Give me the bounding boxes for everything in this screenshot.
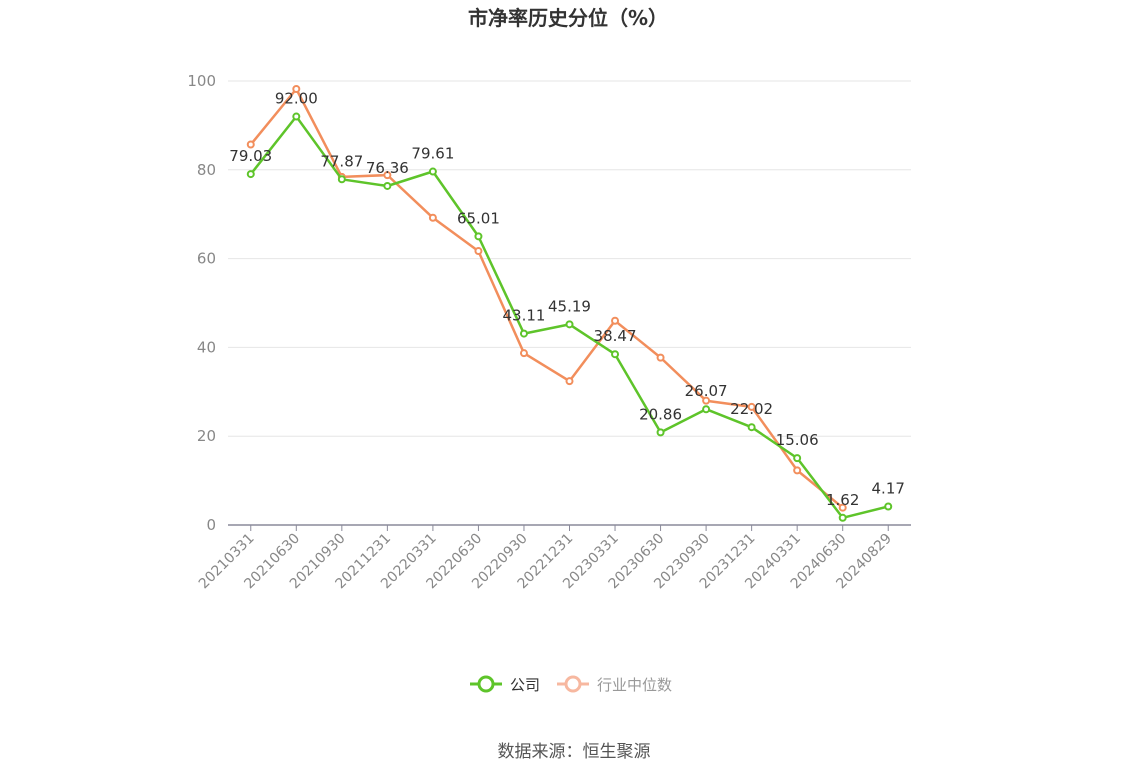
data-point[interactable]	[337, 175, 346, 184]
data-label: 4.17	[872, 479, 905, 497]
y-tick-label: 80	[197, 161, 216, 179]
legend-label: 行业中位数	[597, 676, 672, 694]
data-label: 76.36	[366, 159, 409, 177]
data-label: 22.02	[730, 400, 773, 418]
axes: 0204060801002021033120210630202109302021…	[187, 72, 911, 592]
chart-title: 市净率历史分位（%）	[468, 6, 668, 30]
data-label: 1.62	[826, 491, 859, 509]
data-point[interactable]	[656, 428, 665, 437]
data-label: 43.11	[502, 307, 545, 325]
data-point[interactable]	[246, 140, 255, 149]
series	[246, 84, 893, 522]
data-label: 20.86	[639, 405, 682, 423]
data-point[interactable]	[383, 171, 392, 180]
data-point[interactable]	[838, 513, 847, 522]
data-point[interactable]	[747, 402, 756, 411]
y-tick-label: 40	[197, 338, 216, 356]
data-point[interactable]	[565, 377, 574, 386]
data-label: 92.00	[275, 90, 318, 108]
data-label: 77.87	[320, 152, 363, 170]
legend-item-0[interactable]: 公司	[470, 675, 540, 694]
data-label: 65.01	[457, 209, 500, 227]
data-point[interactable]	[474, 232, 483, 241]
data-point[interactable]	[428, 167, 437, 176]
data-point[interactable]	[474, 247, 483, 256]
data-point[interactable]	[428, 213, 437, 222]
data-label: 26.07	[685, 382, 728, 400]
source-text: 数据来源：恒生聚源	[498, 742, 651, 762]
legend[interactable]: 公司 行业中位数	[470, 675, 672, 694]
data-point[interactable]	[793, 454, 802, 463]
legend-marker	[477, 675, 495, 693]
y-tick-label: 20	[197, 427, 216, 445]
data-point[interactable]	[793, 466, 802, 475]
data-label: 79.03	[229, 147, 272, 165]
series-line-1	[249, 87, 844, 509]
data-point[interactable]	[519, 349, 528, 358]
data-point[interactable]	[702, 396, 711, 405]
data-point[interactable]	[292, 112, 301, 121]
data-point[interactable]	[611, 350, 620, 359]
data-point[interactable]	[884, 502, 893, 511]
data-point[interactable]	[656, 353, 665, 362]
data-point[interactable]	[292, 84, 301, 93]
data-point[interactable]	[747, 423, 756, 432]
legend-marker	[564, 675, 582, 693]
y-tick-label: 100	[187, 72, 216, 90]
legend-label: 公司	[510, 676, 540, 694]
y-tick-label: 60	[197, 250, 216, 268]
data-label: 15.06	[776, 431, 819, 449]
data-point[interactable]	[519, 329, 528, 338]
y-tick-label: 0	[206, 516, 216, 534]
data-point[interactable]	[246, 170, 255, 179]
legend-item-1[interactable]: 行业中位数	[557, 675, 672, 694]
data-point[interactable]	[565, 320, 574, 329]
data-label: 38.47	[594, 327, 637, 345]
grid	[228, 80, 911, 437]
data-label: 45.19	[548, 297, 591, 315]
data-point[interactable]	[383, 181, 392, 190]
data-point[interactable]	[838, 503, 847, 512]
data-point[interactable]	[702, 405, 711, 414]
data-point[interactable]	[611, 316, 620, 325]
data-label: 79.61	[411, 145, 454, 163]
